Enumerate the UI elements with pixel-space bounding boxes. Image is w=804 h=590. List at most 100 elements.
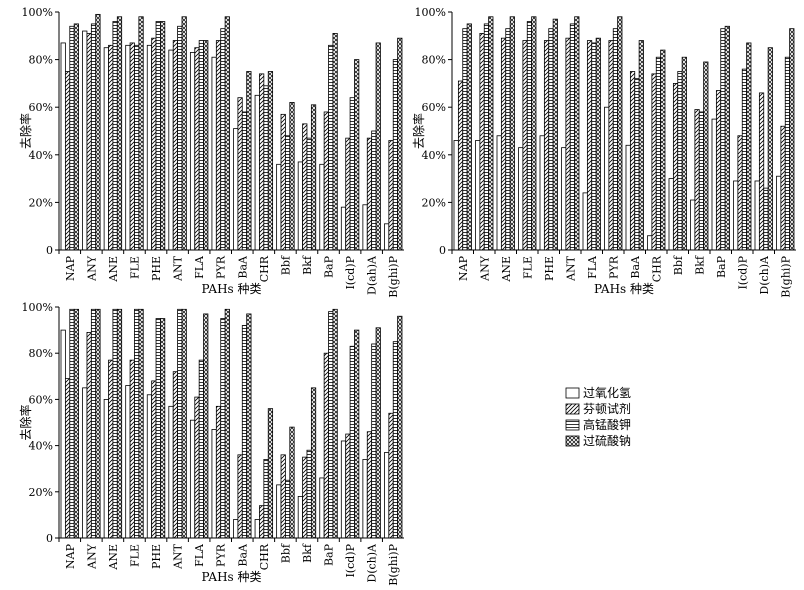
x-axis-label: PAHs 种类: [594, 282, 654, 296]
bar: [711, 118, 717, 251]
bar: [763, 187, 769, 251]
y-tick-label: 40%: [29, 149, 53, 162]
bar: [505, 28, 511, 251]
x-tick-label: Bkf: [301, 543, 314, 563]
x-tick-label: CHR: [258, 255, 271, 282]
x-tick-label: FLA: [193, 255, 206, 279]
x-tick-label: ANE: [107, 256, 120, 283]
bar: [64, 71, 71, 251]
x-tick-label: ANE: [500, 256, 513, 283]
x-tick-label: FLE: [128, 256, 141, 279]
y-axis-label: 去除率: [18, 404, 33, 440]
bar: [340, 440, 347, 539]
y-tick-label: 100%: [415, 6, 446, 19]
bar: [582, 192, 588, 251]
bar: [349, 97, 355, 251]
bar: [289, 102, 295, 251]
bar: [526, 21, 533, 251]
bar: [82, 387, 88, 539]
y-tick-label: 80%: [422, 54, 446, 67]
x-tick-label: NAP: [457, 255, 470, 281]
x-tick-label: PHE: [150, 256, 163, 281]
bar: [677, 71, 683, 251]
bar: [354, 59, 360, 251]
x-tick-label: ANY: [478, 255, 491, 282]
bar: [69, 308, 75, 539]
bar: [522, 40, 528, 251]
bar: [151, 37, 157, 251]
bar: [103, 398, 109, 539]
bar: [112, 21, 118, 251]
bar: [660, 49, 666, 251]
bar: [276, 484, 282, 539]
bar: [233, 519, 239, 539]
x-tick-label: BaP: [715, 255, 728, 278]
bar: [715, 90, 722, 251]
bar: [552, 18, 558, 251]
bar: [340, 206, 347, 251]
bar: [737, 135, 743, 251]
bar: [345, 137, 351, 251]
x-tick-label: Bbf: [279, 255, 292, 275]
x-tick-label: ANT: [564, 255, 577, 282]
bar: [569, 23, 576, 251]
x-tick-label: ANY: [85, 543, 98, 570]
bar: [95, 13, 101, 251]
bar: [483, 23, 490, 251]
bar: [328, 311, 334, 539]
bar: [543, 40, 550, 251]
bar: [177, 25, 183, 251]
bar: [488, 16, 494, 251]
y-tick-label: 60%: [422, 101, 446, 114]
bar: [285, 479, 291, 539]
x-tick-label: PYR: [607, 255, 620, 279]
bar: [302, 123, 308, 251]
bar: [151, 380, 157, 539]
bar: [194, 47, 200, 251]
y-tick-label: 0: [46, 244, 53, 257]
bar: [319, 477, 325, 539]
x-tick-label: CHR: [650, 255, 663, 282]
bar: [698, 111, 705, 251]
x-tick-label: D(ch)A: [366, 543, 379, 583]
bar: [548, 28, 554, 251]
bar: [237, 454, 243, 539]
bar: [168, 405, 174, 539]
y-axis-label: 去除率: [411, 113, 426, 149]
bar: [733, 180, 739, 251]
y-tick-label: 100%: [22, 301, 53, 314]
bar: [155, 318, 161, 539]
bar: [203, 40, 209, 251]
x-tick-label: ANT: [172, 543, 185, 570]
bar: [267, 408, 274, 539]
bar: [539, 135, 545, 251]
legend-label: 过氧化氢: [583, 385, 631, 400]
bar: [604, 106, 610, 251]
chart-bottom-left: 0 20% 40% 60% 80% 100% 去除率 NAP ANY ANE FLE PHE ANT FL…: [18, 301, 404, 586]
bar: [651, 73, 657, 251]
bar: [125, 44, 131, 251]
bar: [466, 23, 472, 251]
bar: [754, 180, 760, 251]
bar: [297, 496, 303, 539]
x-tick-label: Bbf: [279, 543, 292, 563]
bar: [776, 175, 782, 251]
bar: [263, 85, 269, 251]
bar: [746, 42, 752, 251]
bar: [500, 37, 507, 251]
bar: [108, 359, 114, 539]
bar: [561, 147, 567, 251]
bar: [362, 204, 368, 251]
x-tick-label: PHE: [543, 256, 556, 281]
y-axis-label: 去除率: [18, 113, 33, 149]
bar: [608, 40, 614, 251]
x-axis-label: PAHs 种类: [201, 282, 261, 296]
bar: [220, 28, 226, 251]
bar: [397, 37, 403, 251]
bar: [397, 315, 403, 539]
bar: [246, 71, 252, 251]
bar: [306, 449, 312, 539]
x-tick-label: Bkf: [693, 255, 706, 275]
bar: [392, 341, 399, 539]
bar: [172, 40, 178, 251]
